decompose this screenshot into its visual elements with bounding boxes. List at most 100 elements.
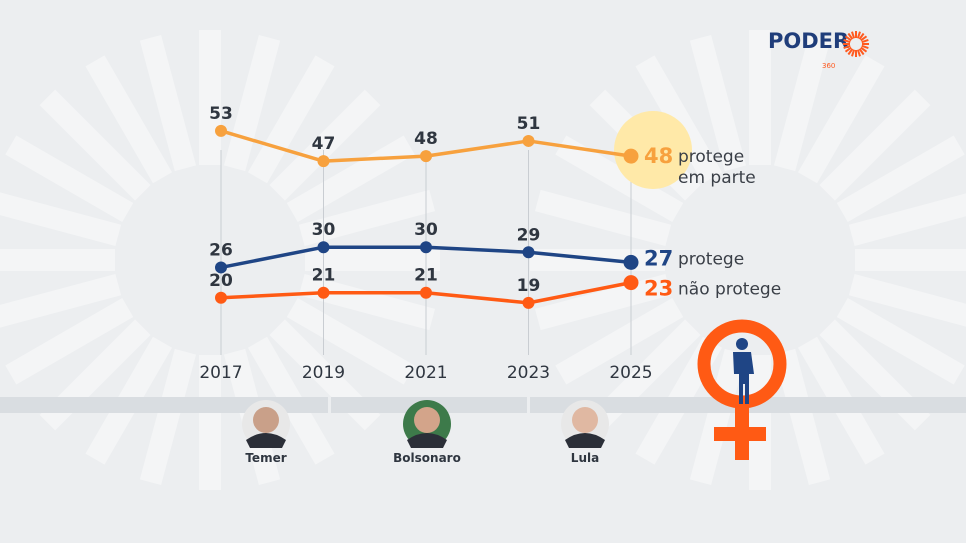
female-symbol-icon — [697, 319, 787, 460]
background-ray — [773, 348, 831, 486]
background-ray — [819, 89, 931, 201]
x-tick-label: 2023 — [507, 363, 550, 383]
president-portrait — [561, 400, 609, 448]
series-name-label: em parte — [678, 168, 756, 188]
president-name: Lula — [571, 451, 599, 465]
portrait-face — [253, 407, 279, 433]
sun-ray — [860, 35, 868, 42]
sun-ray — [844, 46, 852, 53]
data-label: 19 — [517, 276, 541, 296]
highlight-circle — [614, 111, 692, 189]
data-point — [623, 148, 639, 164]
background-ray — [689, 348, 747, 486]
data-label: 48 — [414, 129, 438, 149]
series-name-label: protege — [678, 147, 744, 167]
end-value-label: 23 — [644, 277, 673, 301]
portrait-suit — [407, 433, 447, 448]
background-ray — [5, 135, 134, 223]
data-point — [420, 241, 432, 254]
sun-ray — [847, 32, 854, 40]
data-label: 29 — [517, 225, 541, 245]
end-value-label: 27 — [644, 246, 673, 270]
background-ray — [139, 34, 197, 172]
x-axis: 2017 2019 2021 2023 2025 — [199, 363, 652, 383]
data-label: 21 — [414, 266, 438, 286]
data-point — [623, 275, 639, 291]
data-label: 26 — [209, 240, 233, 260]
data-label: 51 — [517, 114, 541, 134]
sun-ray — [856, 31, 861, 39]
data-point — [215, 261, 227, 274]
x-tick-label: 2017 — [199, 363, 242, 383]
sun-ray — [861, 39, 869, 44]
sun-ray — [844, 35, 852, 42]
president-portrait — [403, 400, 451, 448]
data-point — [623, 254, 639, 270]
background-ray — [773, 34, 831, 172]
background-ray — [689, 34, 747, 172]
data-point — [420, 286, 432, 299]
background-ray — [139, 348, 197, 486]
logo-subtext: 360 — [822, 62, 835, 70]
data-point — [420, 150, 432, 163]
background-ray — [223, 34, 281, 172]
sun-ray — [847, 48, 854, 56]
background-ray — [85, 55, 173, 184]
background-ray — [848, 273, 966, 327]
data-label: 47 — [312, 134, 336, 154]
background-ray — [635, 55, 723, 184]
x-tick-label: 2019 — [302, 363, 345, 383]
timeline-divider — [527, 397, 530, 413]
portrait-face — [572, 407, 598, 433]
x-tick-label: 2025 — [609, 363, 652, 383]
data-point — [317, 286, 330, 299]
presidents: Temer Bolsonaro Lula — [242, 400, 609, 465]
background-ray — [534, 273, 672, 331]
timeline-divider — [328, 397, 331, 413]
series-name-label: protege — [678, 249, 744, 269]
series-name-label: não protege — [678, 280, 781, 300]
sun-logo-icon — [843, 31, 869, 57]
president-portrait — [242, 400, 290, 448]
background-ray — [836, 135, 965, 223]
data-label: 20 — [209, 271, 233, 291]
background-ray — [0, 192, 122, 247]
logo-text: PODER — [768, 29, 849, 53]
data-label: 53 — [209, 104, 233, 124]
background-ray — [555, 135, 684, 223]
sun-ray — [861, 44, 869, 49]
data-point — [317, 155, 330, 168]
timeline — [0, 397, 966, 413]
data-label: 30 — [312, 220, 336, 240]
portrait-suit — [565, 433, 605, 448]
background-ray — [0, 273, 122, 328]
portrait-suit — [246, 433, 286, 448]
x-tick-label: 2021 — [404, 363, 447, 383]
sun-ray — [858, 48, 865, 56]
sun-ray — [843, 44, 851, 49]
data-point — [215, 124, 227, 137]
background-ray — [286, 297, 415, 385]
president-name: Bolsonaro — [393, 451, 461, 465]
background-ray — [269, 89, 381, 201]
background-ray — [5, 297, 134, 385]
background-ray — [247, 55, 335, 184]
president-name: Temer — [245, 451, 286, 465]
background-ray — [39, 89, 151, 201]
sun-ray — [843, 39, 851, 44]
timeline-bar — [0, 397, 966, 413]
sun-ray — [860, 46, 868, 53]
data-point — [215, 291, 227, 304]
end-value-label: 48 — [644, 144, 673, 168]
sun-ray — [851, 49, 856, 57]
data-point — [317, 241, 330, 254]
background-ray — [555, 297, 684, 385]
sun-ray — [851, 31, 856, 39]
data-label: 30 — [414, 220, 438, 240]
background-ray — [797, 55, 885, 184]
logo: PODER 360 — [768, 29, 869, 70]
data-label: 21 — [312, 266, 336, 286]
sun-ray — [858, 32, 865, 40]
